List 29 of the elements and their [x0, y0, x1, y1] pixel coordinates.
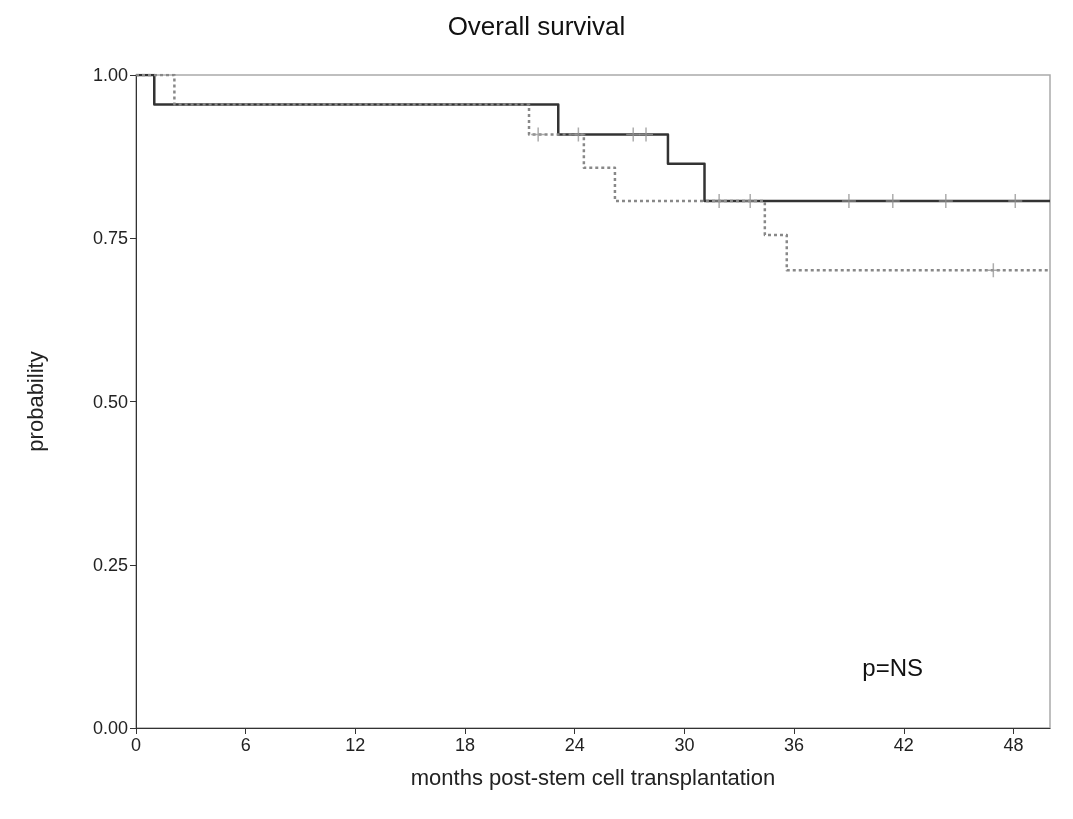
- x-tick-label: 6: [240, 735, 251, 755]
- y-tick-label: 0.75: [92, 228, 128, 249]
- x-tick-label: 30: [674, 735, 695, 755]
- point: [1007, 193, 1024, 209]
- x-tick-label: 42: [893, 735, 914, 755]
- point: [638, 126, 654, 143]
- point: [625, 126, 641, 143]
- chart-title: Overall survival: [447, 11, 626, 41]
- x-axis-title: months post-stem cell transplantation: [410, 764, 776, 790]
- y-tick-label: 0.00: [92, 718, 128, 738]
- x-tick-label: 0: [130, 735, 142, 755]
- point: [570, 126, 587, 143]
- y-tick-label: 0.25: [92, 554, 128, 575]
- x-tick-label: 36: [784, 735, 805, 755]
- point: [938, 193, 954, 209]
- point: [985, 262, 1002, 278]
- x-tick-label: 18: [455, 735, 476, 755]
- point: [841, 193, 857, 209]
- x-tick-label: 24: [564, 735, 585, 755]
- point: [711, 193, 727, 209]
- y-tick-label: 0.50: [92, 391, 128, 412]
- point: [530, 126, 546, 143]
- point: [885, 193, 901, 209]
- x-tick-label: 12: [345, 735, 366, 755]
- y-axis-title: probability: [22, 351, 48, 452]
- y-tick-label: 1.00: [92, 65, 128, 85]
- annotation: p=NS: [862, 653, 923, 681]
- point: [742, 193, 758, 209]
- x-tick-label: 48: [1003, 735, 1024, 755]
